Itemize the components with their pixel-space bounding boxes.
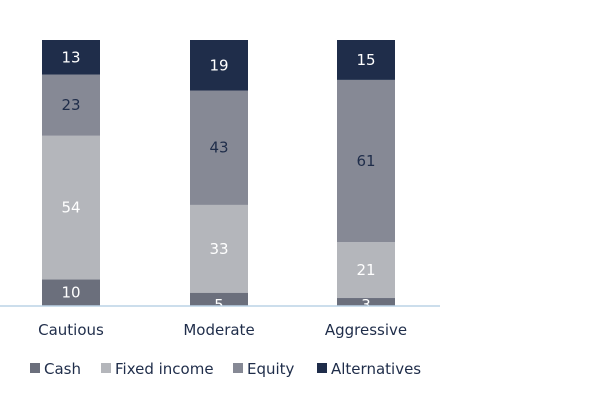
bar-cautious-equity [42, 74, 100, 136]
category-label-aggressive: Aggressive [325, 321, 407, 339]
data-label-aggressive-fixed-income: 21 [356, 261, 375, 279]
data-label-moderate-cash: 5 [214, 296, 224, 314]
bar-moderate-fixed-income [190, 204, 248, 293]
data-label-moderate-fixed-income: 33 [209, 240, 228, 258]
category-label-cautious: Cautious [38, 321, 104, 339]
legend: Cash Fixed income Equity Alternatives [30, 360, 421, 378]
data-label-aggressive-alternatives: 15 [356, 51, 375, 69]
bar-moderate-equity [190, 90, 248, 205]
data-label-moderate-equity: 43 [209, 139, 228, 157]
bar-aggressive-alternatives [337, 40, 395, 80]
data-label-aggressive-equity: 61 [356, 152, 375, 170]
legend-swatch-equity [233, 363, 243, 373]
bar-aggressive-equity [337, 79, 395, 243]
legend-swatch-cash [30, 363, 40, 373]
bar-aggressive-fixed-income [337, 242, 395, 299]
data-label-cautious-alternatives: 13 [61, 48, 80, 66]
category-labels: Cautious Moderate Aggressive [38, 321, 407, 339]
legend-swatch-fixed-income [101, 363, 111, 373]
data-label-cautious-cash: 10 [61, 284, 80, 302]
bar-aggressive-cash [337, 298, 395, 306]
bar-moderate-cash [190, 292, 248, 306]
data-label-cautious-fixed-income: 54 [61, 199, 80, 217]
bar-cautious-cash [42, 279, 100, 306]
bar-cautious-alternatives [42, 40, 100, 75]
bars-layer: 10 54 23 13 5 33 43 19 3 21 61 15 [42, 40, 395, 314]
category-label-moderate: Moderate [183, 321, 254, 339]
bar-cautious-fixed-income [42, 135, 100, 280]
legend-label-fixed-income: Fixed income [115, 360, 214, 378]
legend-label-equity: Equity [247, 360, 295, 378]
data-label-aggressive-cash: 3 [361, 296, 371, 314]
data-label-cautious-equity: 23 [61, 96, 80, 114]
data-label-moderate-alternatives: 19 [209, 56, 228, 74]
legend-label-alternatives: Alternatives [331, 360, 421, 378]
legend-label-cash: Cash [44, 360, 81, 378]
bar-moderate-alternatives [190, 40, 248, 91]
legend-swatch-alternatives [317, 363, 327, 373]
